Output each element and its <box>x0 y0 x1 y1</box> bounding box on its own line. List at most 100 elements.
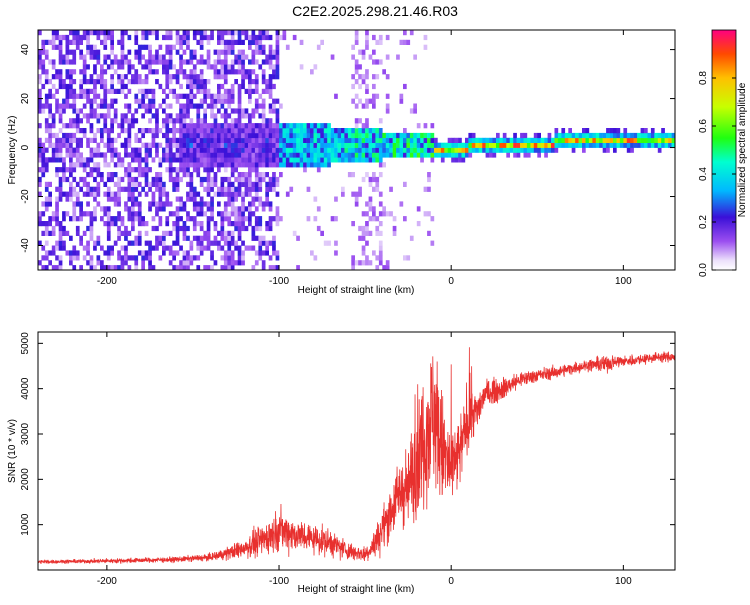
spectrogram-cell <box>230 93 235 99</box>
spectrogram-cell <box>268 132 273 139</box>
spectrogram-cell <box>382 132 386 139</box>
spectrogram-cell <box>210 250 214 256</box>
spectrogram-cell <box>261 98 266 104</box>
spectrogram-cell <box>217 108 221 114</box>
spectrogram-cell <box>630 132 634 139</box>
spectrogram-cell <box>141 132 145 139</box>
spectrogram-cell <box>103 142 108 148</box>
spectrogram-cell <box>55 69 59 75</box>
spectrogram-cell <box>430 137 435 143</box>
spectrogram-cell <box>248 59 252 65</box>
spectrogram-cell <box>254 167 259 173</box>
spectrogram-cell <box>117 230 121 236</box>
spectrogram-cell <box>227 201 232 207</box>
spectrogram-cell <box>368 196 373 202</box>
spectrogram-cell <box>306 216 311 222</box>
spectrogram-cell <box>588 132 593 139</box>
spectrogram-cell <box>341 157 345 163</box>
spectrogram-cell <box>192 235 197 241</box>
spectrogram-cell <box>561 128 566 134</box>
spectrogram-cell <box>279 216 283 222</box>
spectrogram-cell <box>58 34 63 41</box>
spectrogram-cell <box>117 157 121 163</box>
spectrogram-cell <box>44 98 49 104</box>
spectrogram-cell <box>272 123 276 129</box>
spectrogram-cell <box>241 132 245 139</box>
spectrogram-cell <box>323 147 328 153</box>
spectrogram-cell <box>93 113 97 119</box>
spectrogram-cell <box>385 74 390 80</box>
spectrogram-cell <box>69 216 73 222</box>
spectrogram-cell <box>134 255 139 261</box>
spectrogram-cell <box>361 137 366 143</box>
spectrogram-cell <box>117 88 121 94</box>
spectrogram-cell <box>616 132 621 139</box>
spectrogram-cell <box>148 49 152 55</box>
spectrogram-cell <box>120 265 125 270</box>
spectrogram-cell <box>55 245 59 251</box>
spectrogram-cell <box>230 172 235 178</box>
spectrogram-cell <box>279 132 283 139</box>
spectrogram-cell <box>124 230 128 236</box>
spectrogram-cell <box>275 216 280 222</box>
spectrogram-cell <box>237 49 242 55</box>
spectrogram-cell <box>230 123 235 129</box>
spectrogram-cell <box>244 132 249 139</box>
spectrogram-cell <box>179 147 183 153</box>
spectrogram-cell <box>96 235 101 241</box>
spectrogram-cell <box>48 39 52 45</box>
spectrogram-cell <box>55 206 59 212</box>
spectrogram-cell <box>557 142 562 148</box>
spectrogram-cell <box>210 206 214 212</box>
spectrogram-cell <box>41 39 46 45</box>
spectrogram-cell <box>258 113 263 119</box>
spectrogram-cell <box>93 162 97 168</box>
spectrogram-cell <box>175 147 180 153</box>
spectrogram-cell <box>210 113 214 119</box>
spectrogram-cell <box>127 142 132 148</box>
spectrogram-cell <box>131 74 135 80</box>
spectrogram-cell <box>65 152 70 158</box>
spectrogram-cell <box>217 147 221 153</box>
spectrogram-cell <box>96 113 101 119</box>
spectrogram-cell <box>151 201 156 207</box>
spectrogram-cell <box>206 245 211 251</box>
spectrogram-cell <box>65 123 70 129</box>
spectrogram-cell <box>471 142 476 148</box>
spectrogram-cell <box>203 152 207 158</box>
spectrogram-cell <box>124 245 128 251</box>
spectrogram-cell <box>175 30 180 36</box>
spectrogram-cell <box>69 157 73 163</box>
spectrogram-cell <box>310 132 314 139</box>
spectrogram-cell <box>106 88 111 94</box>
spectrogram-cell <box>89 54 94 60</box>
spectrogram-cell <box>251 88 256 94</box>
spectrogram-cell <box>86 34 90 41</box>
spectrogram-cell <box>51 74 56 80</box>
spectrogram-cell <box>244 191 249 197</box>
spectrogram-cell <box>155 235 159 241</box>
spectrogram-cell <box>258 49 263 55</box>
spectrogram-cell <box>344 137 349 143</box>
spectrogram-cell <box>44 103 49 109</box>
spectrogram-cell <box>106 64 111 70</box>
spectrogram-cell <box>261 147 266 153</box>
spectrogram-cell <box>599 142 603 148</box>
spectrogram-cell <box>103 34 108 41</box>
spectrogram-cell <box>234 196 238 202</box>
spectrogram-cell <box>189 123 194 129</box>
spectrogram-cell <box>241 181 245 187</box>
spectrogram-cell <box>172 225 176 232</box>
spectrogram-cell <box>165 196 170 202</box>
spectrogram-cell <box>234 142 238 148</box>
spectrogram-cell <box>38 216 42 222</box>
spectrogram-cell <box>124 235 128 241</box>
spectrogram-cell <box>79 206 83 212</box>
spectrogram-cell <box>179 206 183 212</box>
spectrogram-cell <box>526 137 531 143</box>
spectrogram-cell <box>62 103 66 109</box>
spectrogram-cell <box>306 162 311 168</box>
spectrogram-cell <box>148 265 152 270</box>
spectrogram-cell <box>279 103 283 109</box>
spectrogram-cell <box>79 235 83 241</box>
